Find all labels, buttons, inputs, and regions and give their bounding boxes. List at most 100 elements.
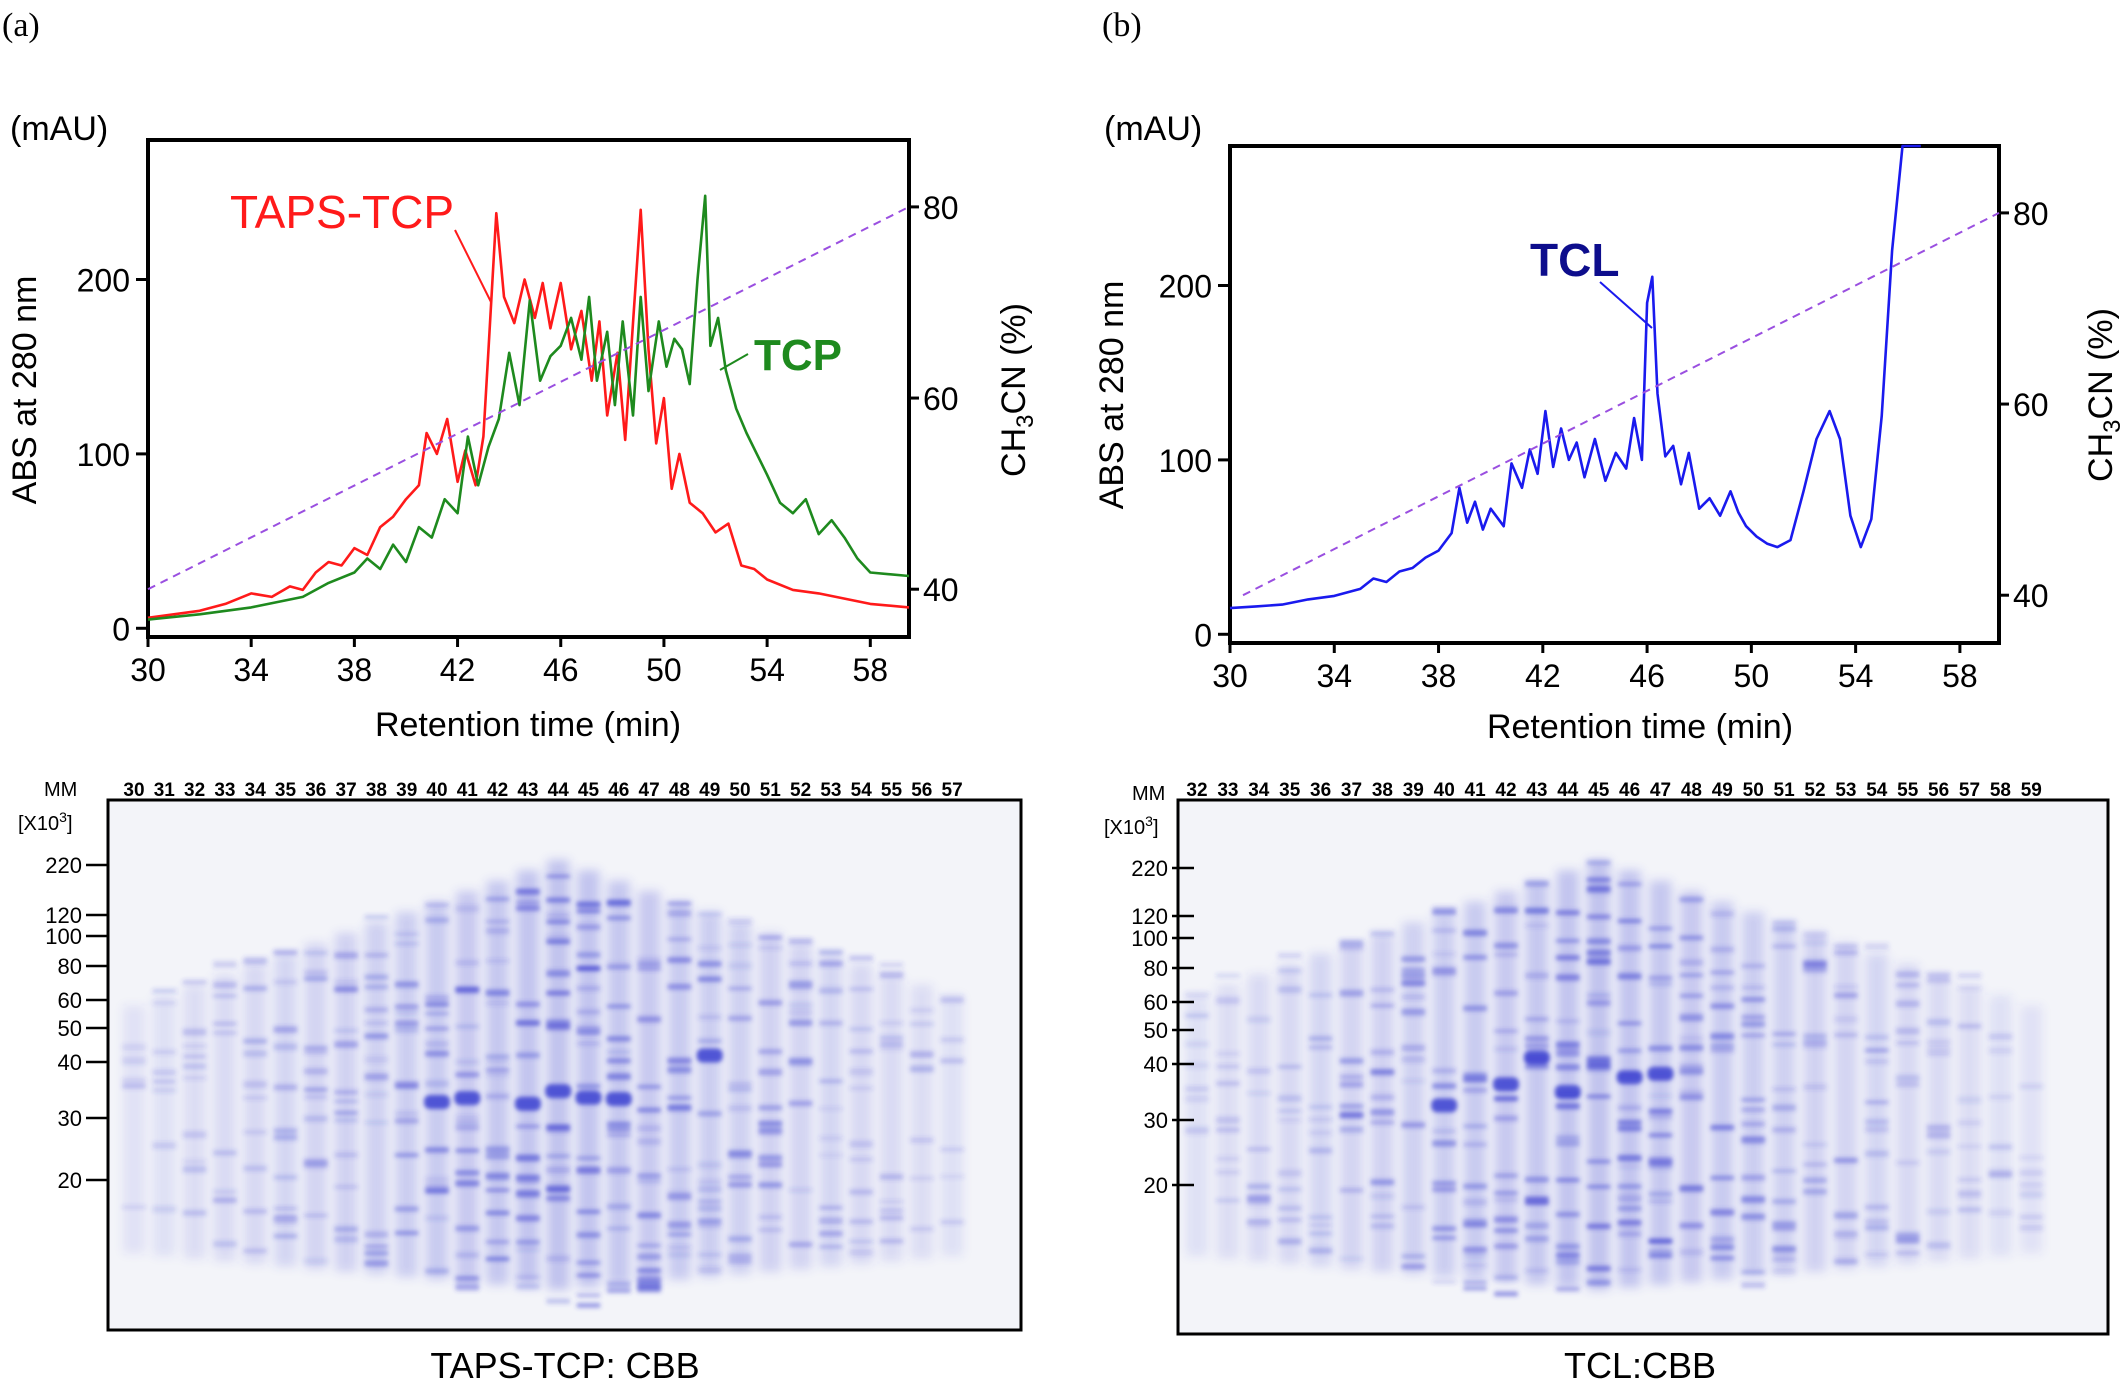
gel-a-band (334, 1226, 359, 1233)
gel-a-band (606, 1050, 631, 1054)
gel-a-band (303, 970, 328, 975)
gel-a-band (182, 1054, 207, 1059)
gel-a-lane-number: 31 (154, 780, 176, 801)
gel-b-band (1555, 1065, 1580, 1070)
gel-a-band (788, 938, 813, 945)
gel-a-band (485, 1256, 510, 1261)
gel-b-band (1679, 1035, 1704, 1042)
gel-b-band (1926, 978, 1951, 983)
chart-b-x-tick-label: 46 (1629, 658, 1665, 694)
gel-b-band (1370, 1003, 1395, 1008)
gel-a-band (273, 1175, 298, 1180)
gel-b-band (1648, 1248, 1673, 1256)
gel-b-band (1803, 1143, 1827, 1147)
gel-a-band (606, 1281, 631, 1287)
gel-b-band (1803, 967, 1827, 974)
gel-b-band (1833, 1230, 1858, 1235)
gel-b-band (1555, 1243, 1580, 1250)
gel-a-lane-number: 44 (548, 780, 570, 801)
gel-a-band (212, 994, 237, 998)
gel-b-lane-smear (1371, 932, 1394, 1272)
gel-b-band (1308, 1130, 1333, 1136)
gel-a-band (364, 914, 389, 920)
gel-a-lane-smear (547, 860, 570, 1290)
gel-b-band (1926, 1039, 1951, 1046)
gel-b-lane-number: 52 (1804, 780, 1825, 801)
gel-a-band (243, 985, 268, 992)
gel-b-band (1370, 1069, 1395, 1076)
gel-b-band (1215, 1081, 1240, 1086)
gel-a-band (455, 1024, 480, 1029)
gel-b-band (1617, 919, 1642, 923)
gel-b-band (1617, 1125, 1642, 1132)
gel-a-band (212, 1240, 237, 1248)
gel-b-band (1339, 1112, 1364, 1117)
gel-b-band (1679, 1046, 1704, 1052)
gel-b-band (1710, 946, 1735, 953)
gel-a-band (909, 1050, 934, 1056)
gel-b-band (1772, 1245, 1797, 1252)
gel-b-lane-smear (1773, 922, 1796, 1275)
gel-a-band (667, 1193, 692, 1201)
gel-a-band (879, 1046, 904, 1051)
gel-b-band (1277, 1238, 1302, 1245)
gel-a-band (606, 1226, 631, 1231)
gel-a-band (546, 919, 571, 924)
panel-b-letter: (b) (1102, 7, 1142, 44)
gel-b-band (1339, 1188, 1364, 1193)
gel-b-band (1555, 1019, 1580, 1023)
gel-a-major-band (424, 1094, 450, 1109)
gel-a-band (182, 1063, 207, 1070)
gel-b-band (1370, 987, 1395, 992)
gel-b-band (1679, 1222, 1704, 1229)
gel-a-band (728, 1259, 752, 1265)
chart-b-x-tick-label: 50 (1734, 658, 1770, 694)
gel-a-band (515, 905, 540, 911)
gel-b-band (1710, 1002, 1735, 1010)
gel-a-band (515, 1195, 540, 1199)
gel-b-band (1926, 1124, 1951, 1132)
gel-a-band (909, 1226, 934, 1232)
gel-a-band (637, 967, 662, 971)
gel-a-band (788, 1188, 813, 1193)
gel-a-band (364, 953, 389, 958)
gel-b-band (1246, 1091, 1271, 1095)
gel-a-band (546, 1196, 571, 1202)
gel-a-lane-smear (516, 870, 539, 1288)
gel-b-band (1803, 931, 1827, 938)
gel-b-band (1524, 908, 1549, 913)
gel-a-marker-label: 20 (58, 1168, 82, 1193)
gel-b-lane-smear (1742, 911, 1765, 1278)
gel-a-marker-label: 30 (58, 1106, 82, 1131)
gel-a-band (788, 1100, 813, 1107)
gel-b-lane-numbers: 32 33 34 35 36 37 38 39 40 41 42 43 44 45 46 47 48 49 50 51… (1186, 780, 2041, 801)
gel-b-band (1741, 1021, 1766, 1028)
gel-b-band (1432, 928, 1457, 933)
gel-a-band (849, 987, 874, 991)
gel-a-band (152, 1087, 177, 1093)
gel-b-band (1648, 1133, 1673, 1138)
gel-a-lane-number: 36 (305, 780, 326, 801)
gel-a-band (637, 1279, 662, 1286)
gel-b-marker-label: 30 (1144, 1108, 1168, 1133)
gel-a-band (940, 1219, 965, 1225)
gel-b-band (1772, 1256, 1797, 1263)
gel-a-band (576, 924, 601, 930)
gel-a-band (637, 1285, 662, 1293)
gel-a-band (394, 942, 419, 946)
chart-a-y2-tick-label: 40 (923, 572, 959, 608)
gel-a-band (940, 1037, 965, 1043)
gel-b-band (1370, 1093, 1395, 1099)
gel-b-band (1833, 1211, 1858, 1219)
gel-b-band (1432, 1068, 1457, 1074)
gel-b-band (1895, 971, 1920, 978)
gel-b-lane-smear (1556, 870, 1579, 1288)
gel-a-band (546, 990, 571, 996)
gel-b-band (1864, 1204, 1889, 1210)
gel-a-band (697, 1218, 722, 1224)
tcp-series-label: TCP (754, 331, 842, 380)
gel-b-marker-label: 40 (1144, 1052, 1168, 1077)
gel-a-band (485, 1000, 510, 1006)
gel-b-band (1339, 989, 1364, 997)
gel-a-band (879, 1021, 904, 1026)
